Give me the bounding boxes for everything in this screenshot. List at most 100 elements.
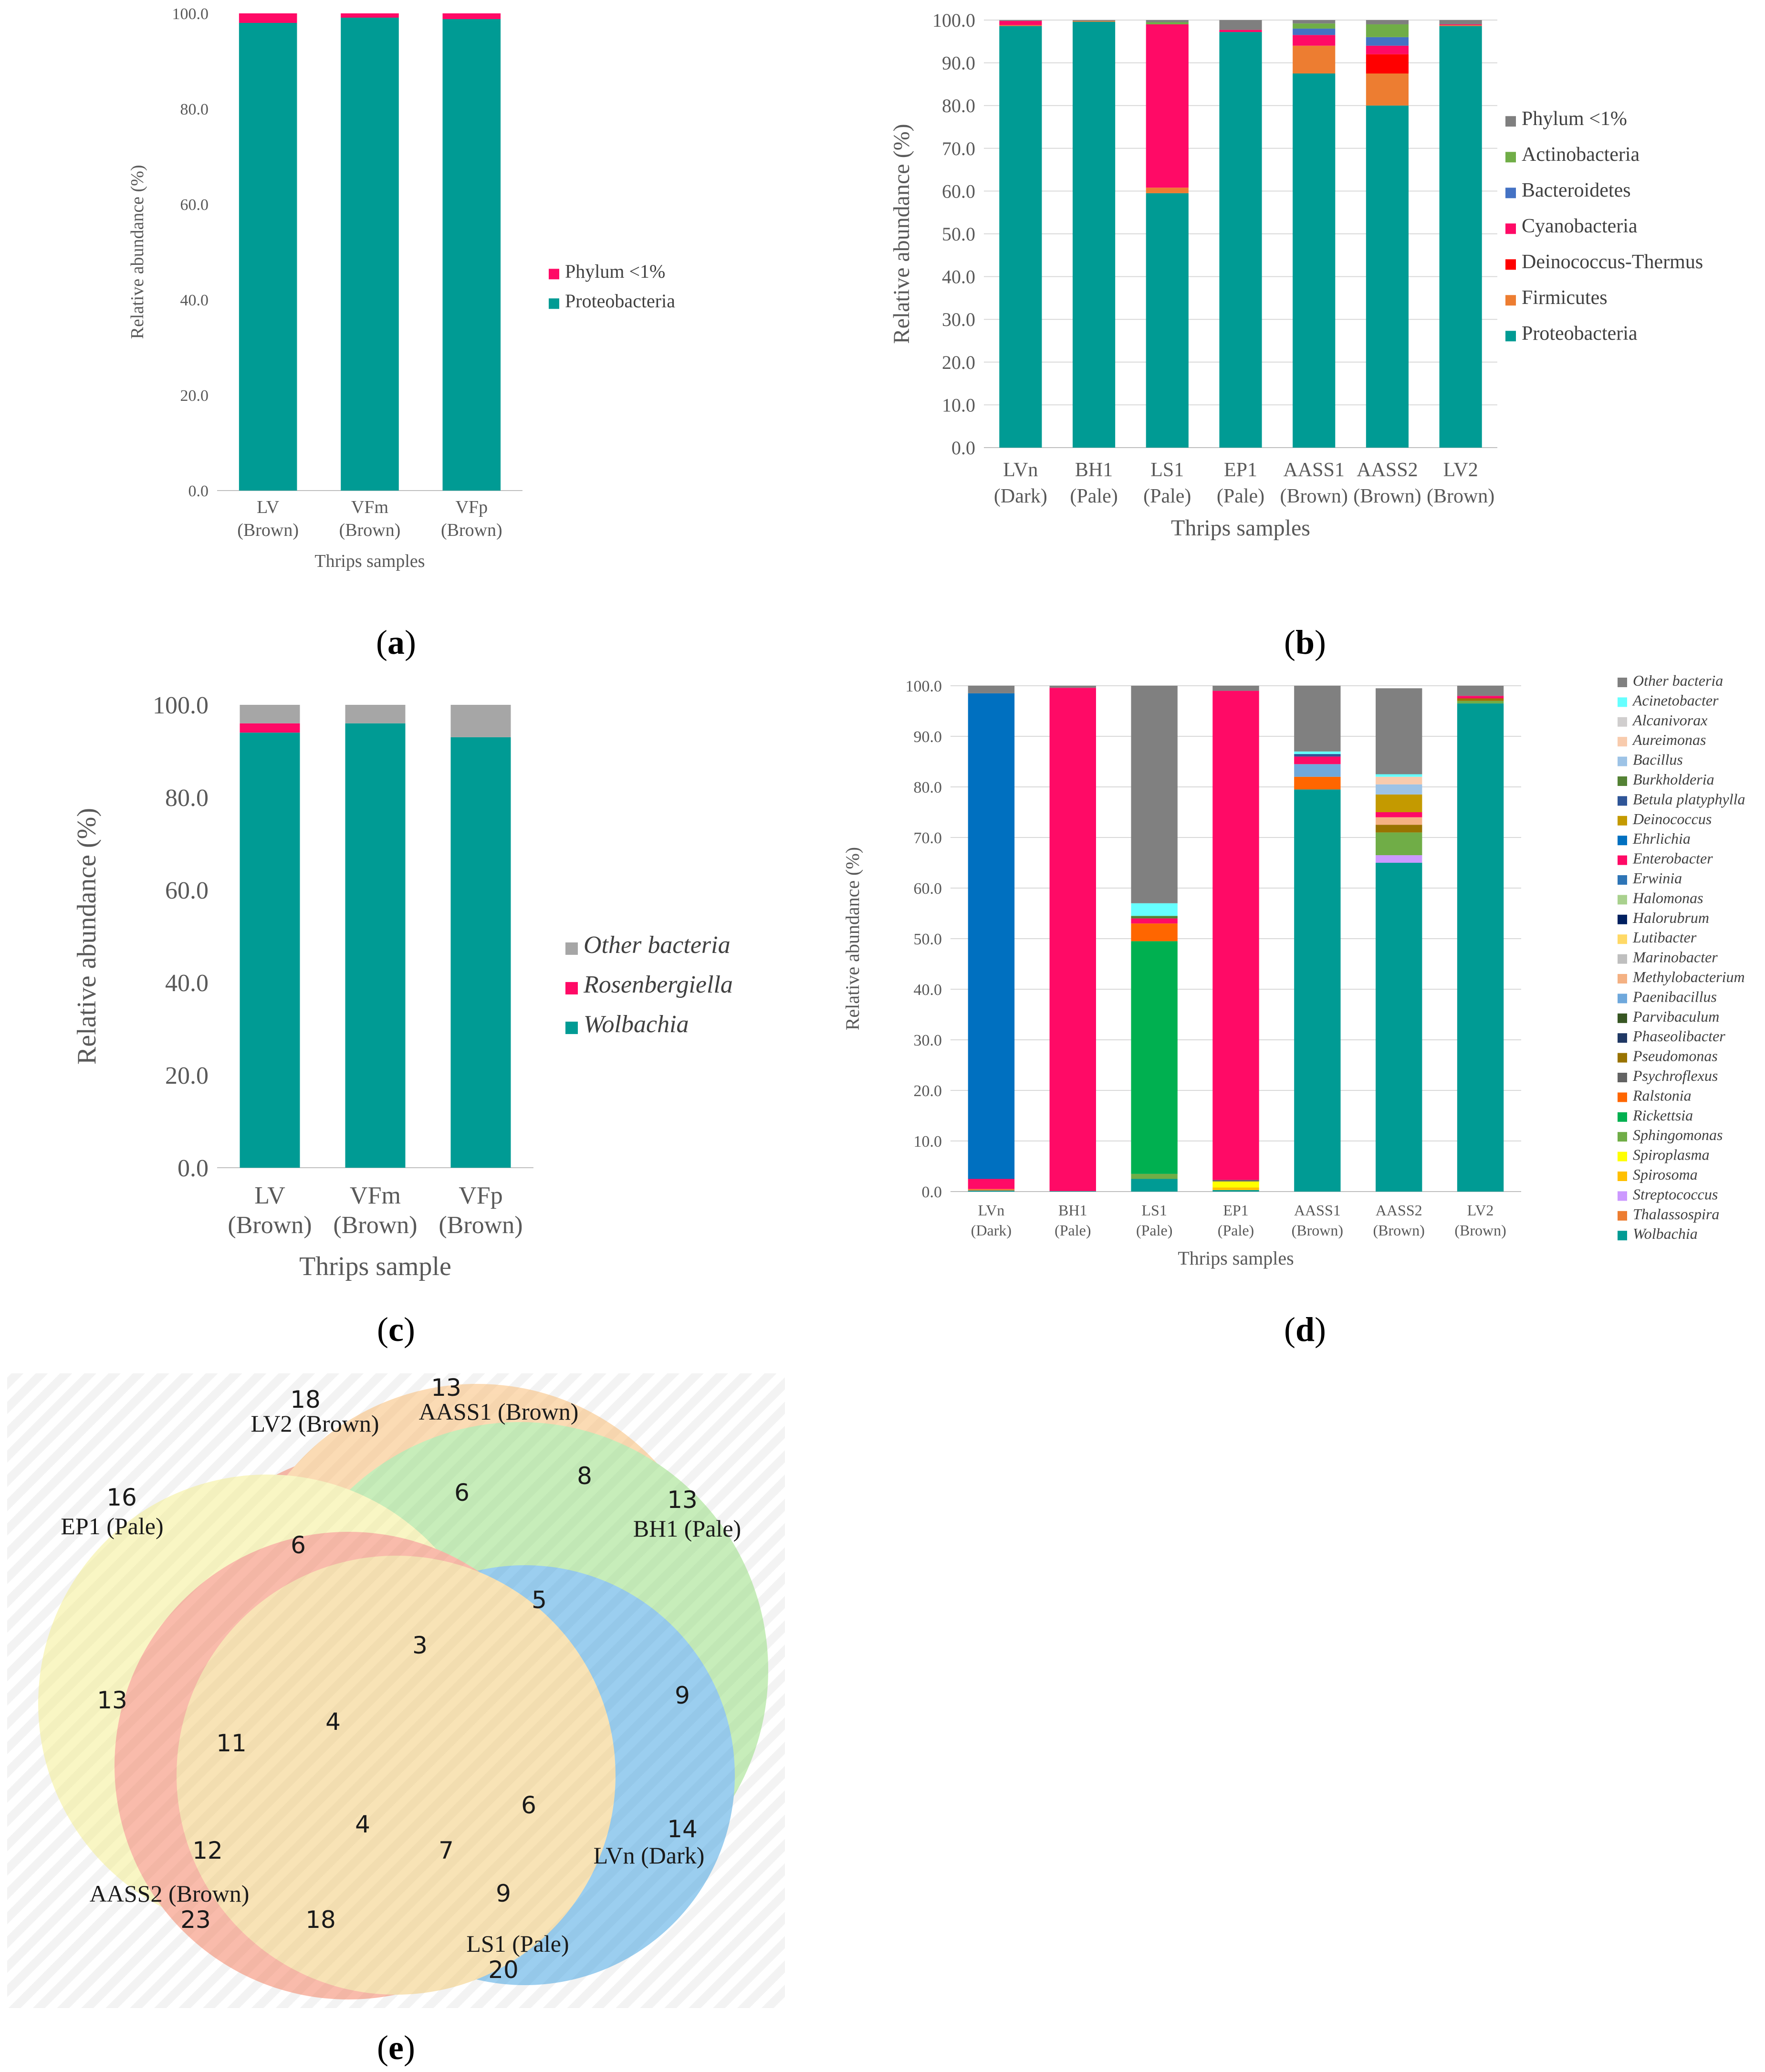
panel-label-b: (b) (1284, 623, 1326, 661)
venn-count-7: 11 (216, 1729, 247, 1757)
x-tick-label: EP1 (Pale) (1218, 1202, 1254, 1239)
y-tick-label: 90.0 (942, 52, 975, 74)
bar-segment-wolbachia (240, 733, 300, 1168)
legend-swatch (1618, 994, 1627, 1004)
legend-swatch (1618, 1211, 1627, 1221)
y-tick-label: 90.0 (914, 728, 942, 746)
y-tick-label: 50.0 (914, 931, 942, 948)
venn-label-aass2: AASS2 (Brown) (90, 1880, 250, 1907)
venn-count-6: 13 (97, 1686, 127, 1714)
legend-label: Psychroflexus (1632, 1067, 1718, 1084)
bar-segment-bacteroidetes (1293, 28, 1336, 35)
x-tick-label: LV2 (Brown) (1427, 459, 1494, 507)
panel-label-a: (a) (376, 623, 416, 661)
bar-segment-actinobacteria (1366, 24, 1409, 37)
bar-segment-spirosoma (1212, 1187, 1259, 1190)
bar-segment-bacillus (1376, 784, 1422, 795)
bar-segment-burkholderia (1131, 916, 1178, 919)
x-axis-label: Thrips samples (314, 551, 425, 571)
venn-count-3: 5 (532, 1586, 547, 1614)
y-tick-label: 100.0 (932, 10, 975, 31)
y-tick-label: 0.0 (188, 482, 209, 500)
y-axis-label: Relative abundance (%) (842, 847, 863, 1030)
bar-segment-other-bacteria (1131, 686, 1178, 903)
y-tick-label: 80.0 (942, 95, 975, 116)
y-tick-label: 40.0 (180, 292, 209, 309)
bar-segment-wolbachia (968, 1190, 1015, 1192)
legend-label: Halomonas (1632, 889, 1703, 906)
y-axis-label: Relative abundance (%) (72, 808, 102, 1065)
y-tick-label: 80.0 (165, 785, 209, 812)
bar-segment-ralstonia (1294, 776, 1341, 790)
legend-label: Phylum <1% (565, 261, 665, 282)
bar-segment-phylum-1- (1439, 20, 1482, 24)
legend-swatch (565, 942, 578, 955)
bar-segment-phylum-1- (1366, 20, 1409, 24)
legend-swatch (1618, 895, 1627, 905)
y-tick-label: 40.0 (914, 981, 942, 999)
y-tick-label: 40.0 (942, 266, 975, 288)
bar-segment-acinetobacter (1376, 774, 1422, 777)
x-tick-label: VFp (Brown) (441, 497, 502, 540)
x-tick-label: AASS2 (Brown) (1353, 459, 1421, 507)
legend-label: Betula platyphylla (1633, 790, 1745, 807)
panel-label-d: (d) (1284, 1310, 1326, 1349)
bar-segment-firmicutes (1146, 188, 1189, 193)
x-axis-label: Thrips sample (299, 1252, 451, 1281)
legend-label: Pseudomonas (1632, 1047, 1718, 1065)
y-tick-label: 60.0 (942, 180, 975, 202)
chart-panel-d: 0.0 10.0 20.0 30.0 40.0 50.0 60.0 70.0 80.0 90.0 1… (842, 672, 1745, 1269)
bar-segment-other-bacteria (1294, 686, 1341, 752)
legend-label: Actinobacteria (1522, 144, 1640, 166)
legend-label: Sphingomonas (1633, 1126, 1723, 1143)
legend-label: Phylum <1% (1522, 108, 1627, 130)
legend-label: Aureimonas (1632, 731, 1706, 748)
bar-segment-other-bacteria (450, 705, 511, 737)
bar-segment-sphingomonas (1457, 701, 1504, 704)
legend-label: Streptococcus (1633, 1185, 1718, 1203)
bar-segment-firmicutes (999, 25, 1042, 26)
legend-swatch (1618, 776, 1627, 786)
bar-segment-sphingomonas (1131, 1173, 1178, 1179)
legend-label: Cyanobacteria (1522, 215, 1638, 237)
y-tick-label: 70.0 (942, 138, 975, 159)
venn-count-9: 12 (192, 1837, 223, 1864)
chart-panel-b: 0.0 10.0 20.0 30.0 40.0 50.0 60.0 70.0 80.0 90.0 1… (889, 10, 1703, 541)
x-tick-label: AASS1 (Brown) (1280, 459, 1348, 507)
venn-count-aass1: 13 (431, 1374, 461, 1402)
bar-segment-enterobacter (1131, 918, 1178, 924)
legend-swatch (1618, 678, 1627, 687)
y-tick-label: 80.0 (914, 779, 942, 796)
y-tick-label: 20.0 (165, 1062, 209, 1089)
legend-label: Spirosoma (1633, 1166, 1698, 1183)
bar-segment-proteobacteria (442, 19, 501, 491)
bar-segment-sphingomonas (1376, 832, 1422, 856)
legend-label: Enterobacter (1632, 850, 1713, 867)
bar-segment-streptococcus (1376, 855, 1422, 863)
legend-label: Wolbachia (1633, 1225, 1698, 1242)
legend-swatch (1618, 836, 1627, 846)
y-tick-label: 0.0 (178, 1155, 209, 1182)
legend-swatch (1618, 796, 1627, 806)
venn-label-ep1: EP1 (Pale) (61, 1513, 163, 1539)
y-tick-label: 60.0 (914, 880, 942, 898)
legend-label: Marinobacter (1632, 949, 1718, 966)
y-tick-label: 60.0 (165, 877, 209, 904)
y-tick-label: 10.0 (942, 394, 975, 416)
bar-segment-wolbachia (1212, 1190, 1259, 1192)
y-tick-label: 60.0 (180, 196, 209, 214)
bar-segment-other-bacteria (1376, 688, 1422, 774)
bar-segment-enterobacter (1049, 688, 1096, 1191)
chart-panel-c: 0.0 20.0 40.0 60.0 80.0 100.0 LV (Brown) VFm (Bro… (72, 692, 733, 1281)
x-tick-label: LS1 (Pale) (1136, 1202, 1172, 1239)
legend-label: Deinococcus-Thermus (1522, 251, 1703, 273)
x-tick-label: AASS1 (Brown) (1292, 1202, 1343, 1239)
legend-swatch (565, 982, 578, 994)
legend-swatch (1505, 259, 1516, 270)
bar-segment-rosenbergiella (240, 723, 300, 733)
legend-label: Ralstonia (1632, 1087, 1692, 1104)
bar-segment-proteobacteria (999, 26, 1042, 448)
bar-segment-wolbachia (450, 737, 511, 1168)
y-tick-label: 80.0 (180, 101, 209, 118)
bar-segment-proteobacteria (1219, 32, 1262, 448)
